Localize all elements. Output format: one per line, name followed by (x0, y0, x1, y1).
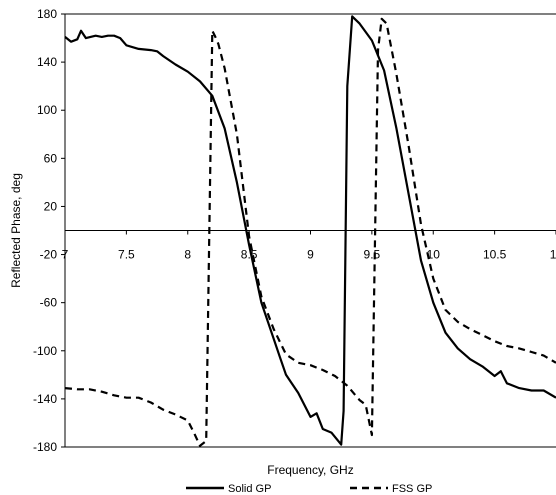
y-tick-label: 140 (37, 55, 57, 69)
y-tick-label: -140 (33, 392, 57, 406)
legend: Solid GP FSS GP (186, 483, 432, 495)
x-tick-label: 8 (184, 248, 191, 262)
x-tick-label: 7.5 (118, 248, 135, 262)
x-tick-label: 10.5 (483, 248, 507, 262)
series-line-fss-gp (64, 17, 556, 447)
x-tick-label: 7 (62, 248, 69, 262)
y-tick-label: -20 (40, 248, 58, 262)
y-tick-label: 20 (44, 199, 58, 213)
y-tick-label: 60 (44, 151, 58, 165)
x-tick-label: 9.5 (364, 248, 381, 262)
y-tick-label: 100 (37, 103, 57, 117)
x-tick-label: 11 (550, 248, 556, 262)
legend-label-fss-gp: FSS GP (392, 483, 432, 495)
y-tick-label: -60 (40, 296, 58, 310)
series-line-solid-gp (64, 15, 556, 446)
x-tick-label: 9 (307, 248, 314, 262)
y-tick-label: -180 (33, 440, 57, 454)
y-axis-title: Reflected Phase, deg (9, 173, 23, 288)
x-axis-title: Frequency, GHz (267, 463, 353, 477)
y-tick-label: -100 (33, 344, 57, 358)
x-tick-label: 10 (427, 248, 441, 262)
legend-label-solid-gp: Solid GP (228, 483, 271, 495)
y-tick-label: 180 (37, 7, 57, 21)
